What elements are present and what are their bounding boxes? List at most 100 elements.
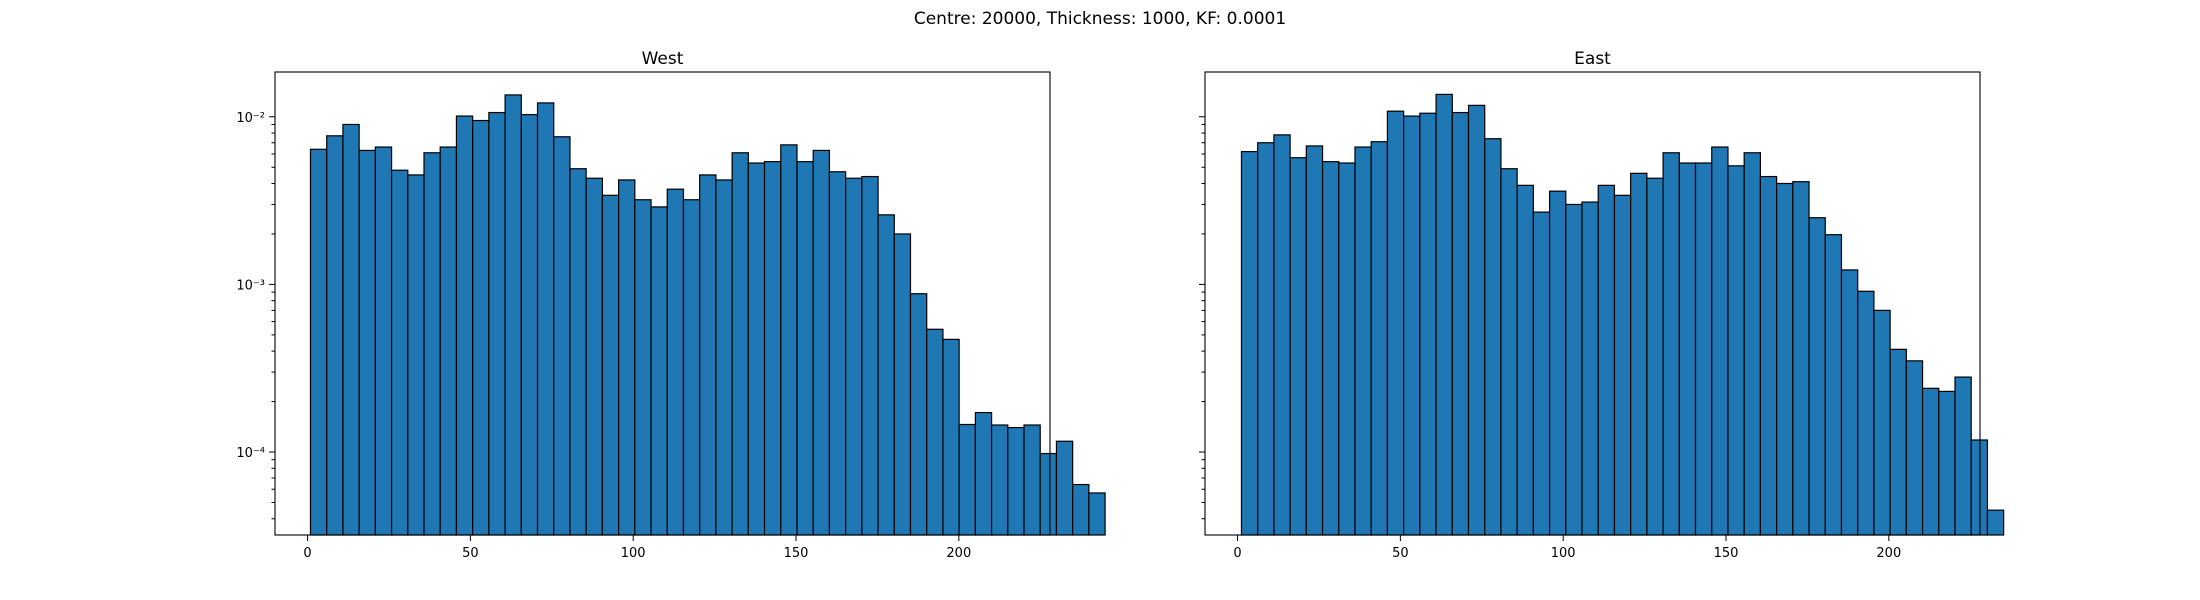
west-bar: [990, 424, 1009, 536]
west-bar: [618, 179, 636, 536]
east-bar: [1792, 181, 1810, 536]
west-bar: [1072, 483, 1090, 536]
west-bar: [374, 146, 393, 536]
west-bar: [861, 175, 879, 536]
east-bar: [1419, 112, 1437, 536]
west-bar: [407, 174, 425, 536]
east-bar: [1338, 162, 1356, 536]
east-axes-frame: [1204, 71, 1981, 536]
west-bar: [747, 162, 766, 536]
west-bar: [326, 135, 344, 536]
east-bar: [1613, 194, 1632, 536]
figure-suptitle: Centre: 20000, Thickness: 1000, KF: 0.00…: [914, 9, 1286, 29]
west-x-tick-label: 200: [946, 546, 971, 561]
west-x-tick-label: 0: [303, 546, 311, 561]
east-bar: [1467, 104, 1486, 536]
east-bar: [1646, 177, 1664, 536]
west-bar: [1023, 424, 1041, 536]
west-bar: [909, 293, 928, 536]
east-bar: [1678, 162, 1697, 536]
west-x-tick-label: 100: [621, 546, 646, 561]
west-bar: [423, 152, 441, 536]
east-bar: [1857, 290, 1875, 536]
west-x-axis: 0 50 100 150 200: [303, 535, 971, 561]
west-bar: [958, 423, 976, 536]
east-panel: East 0 50 100 150 200: [1199, 49, 2005, 561]
west-bar: [634, 199, 652, 536]
east-bar: [1694, 162, 1713, 536]
east-bar: [1597, 184, 1616, 536]
east-bar: [1776, 182, 1794, 536]
west-bar: [845, 177, 863, 536]
east-bar: [1759, 175, 1778, 536]
west-bar: [893, 233, 912, 536]
east-bar: [1970, 439, 1989, 536]
east-bar: [1938, 390, 1956, 536]
west-bar: [877, 214, 895, 536]
west-bar: [585, 177, 603, 536]
west-bar: [488, 111, 506, 536]
west-bar: [439, 146, 458, 536]
west-bar: [358, 149, 376, 536]
east-bar: [1289, 157, 1307, 536]
west-y-tick-label: 10⁻⁴: [236, 446, 265, 461]
east-bar: [1808, 217, 1826, 536]
west-bar: [504, 94, 522, 536]
east-bar: [1662, 152, 1680, 536]
west-bar: [812, 149, 831, 536]
east-bar: [1581, 201, 1599, 536]
east-bar: [1403, 115, 1421, 536]
west-bar: [796, 161, 814, 536]
east-y-axis: [1199, 116, 1205, 520]
west-bars: [309, 94, 1106, 536]
west-bar: [1055, 440, 1074, 536]
west-y-tick-label: 10⁻³: [236, 278, 265, 293]
east-bar: [1451, 111, 1470, 536]
east-bar: [1305, 145, 1324, 536]
west-bar: [780, 144, 798, 536]
west-bar: [828, 171, 847, 536]
east-bar: [1565, 203, 1583, 536]
west-bar: [666, 188, 685, 536]
west-bar: [1088, 492, 1106, 536]
west-bar: [309, 148, 328, 536]
east-bar: [1532, 211, 1551, 536]
west-bar: [763, 161, 782, 536]
east-bar: [1516, 184, 1534, 536]
west-bar: [472, 119, 490, 536]
east-bars: [1240, 93, 2005, 536]
west-bar: [553, 136, 571, 536]
east-bar: [1873, 309, 1891, 536]
east-bar: [1354, 146, 1372, 536]
east-bar: [1954, 376, 1972, 536]
west-bar: [926, 328, 944, 536]
east-bar: [1435, 93, 1453, 536]
west-bar: [699, 174, 717, 536]
west-bar: [342, 123, 360, 536]
east-bar: [1548, 190, 1567, 536]
west-bar: [536, 102, 555, 536]
west-bar: [569, 168, 587, 536]
west-panel: West 0 50 100 150 200 10⁻⁴ 10⁻³ 10⁻²: [236, 49, 1106, 561]
west-x-tick-label: 150: [784, 546, 809, 561]
east-bar: [1484, 138, 1502, 536]
east-bar: [1986, 509, 2005, 536]
west-panel-title: West: [642, 49, 684, 69]
east-bar: [1500, 168, 1518, 536]
east-bar: [1257, 142, 1275, 536]
west-y-tick-label: 10⁻²: [236, 111, 265, 126]
east-bar: [1905, 360, 1924, 536]
east-bar: [1824, 234, 1843, 536]
west-bar: [1039, 452, 1058, 536]
west-bar: [520, 114, 539, 536]
east-bar: [1889, 348, 1907, 536]
east-x-tick-label: 150: [1714, 546, 1739, 561]
east-x-axis: 0 50 100 150 200: [1233, 535, 1901, 561]
west-x-tick-label: 50: [462, 546, 479, 561]
west-bar: [650, 206, 668, 536]
west-axes-frame: [274, 71, 1051, 536]
west-bar: [455, 115, 474, 536]
west-bar: [682, 199, 701, 536]
west-bar: [731, 152, 749, 536]
